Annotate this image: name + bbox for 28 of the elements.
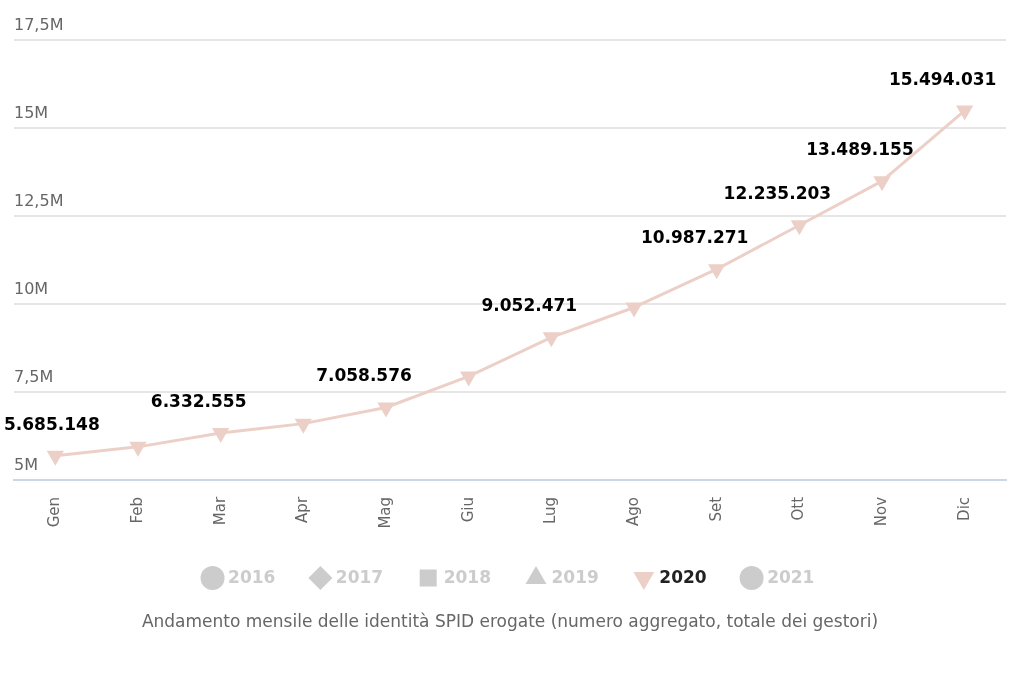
x-tick-label: Gen: [45, 496, 64, 528]
data-label: 10.987.271: [640, 227, 749, 248]
y-tick-label: 12,5M: [14, 191, 64, 211]
legend-label: 2020: [659, 566, 707, 587]
data-label: 6.332.555: [150, 390, 247, 411]
x-tick-label: Mar: [210, 496, 229, 526]
x-tick-label: Apr: [293, 496, 312, 523]
data-label: 9.052.471: [481, 295, 578, 316]
data-label: 12.235.203: [723, 183, 832, 204]
x-tick-label: Feb: [127, 496, 146, 524]
x-tick-label: Ott: [789, 496, 808, 521]
y-tick-label: 7,5M: [14, 367, 54, 387]
text: Andamento mensile delle identità SPID erogate (numero aggregato, totale dei gestori): [141, 611, 879, 632]
data-label: 15.494.031: [888, 68, 997, 89]
x-tick-label: Giu: [458, 496, 477, 523]
x-tick-label: Dic: [954, 496, 973, 521]
y-tick-label: 5M: [14, 455, 38, 475]
x-tick-label: Lug: [541, 496, 560, 525]
x-tick-label: Mag: [375, 496, 394, 529]
x-tick-label: Nov: [871, 496, 890, 527]
data-label: 13.489.155: [806, 139, 914, 160]
x-tick-label: Ago: [623, 496, 642, 526]
y-tick-label: 15M: [14, 103, 49, 123]
y-tick-label: 10M: [14, 279, 49, 299]
y-tick-label: 17,5M: [14, 15, 64, 35]
data-label: 7.058.576: [316, 365, 412, 386]
data-label: 5.685.148: [4, 413, 100, 434]
x-tick-label: Set: [706, 496, 725, 522]
